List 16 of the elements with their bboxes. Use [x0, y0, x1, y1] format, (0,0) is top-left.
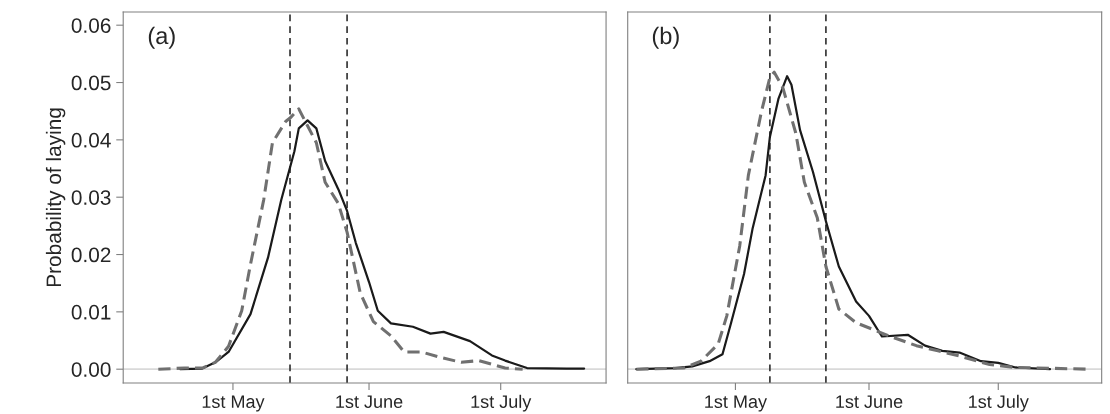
y-tick-label: 0.06: [71, 18, 111, 33]
x-tick-label: 1st May: [202, 395, 265, 412]
x-tick-label: 1st July: [969, 394, 1029, 412]
y-tick-label: 0.02: [71, 247, 111, 263]
y-tick-label: 0.05: [71, 75, 111, 91]
x-tick-label: 1st May: [705, 395, 767, 412]
x-tick-label: 1st June: [836, 395, 903, 409]
y-tick-label: 0.00: [71, 362, 111, 377]
annotation: (b): [652, 26, 679, 49]
x-tick-label: 1st July: [471, 394, 532, 412]
y-tick-label: 0.01: [71, 304, 111, 320]
annotation: (a): [148, 26, 175, 49]
y-tick-label: 0.04: [71, 132, 111, 148]
y-tick-label: 0.03: [71, 190, 111, 205]
y-axis-title: Probability of laying: [45, 108, 66, 287]
x-tick-label: 1st June: [336, 395, 403, 409]
